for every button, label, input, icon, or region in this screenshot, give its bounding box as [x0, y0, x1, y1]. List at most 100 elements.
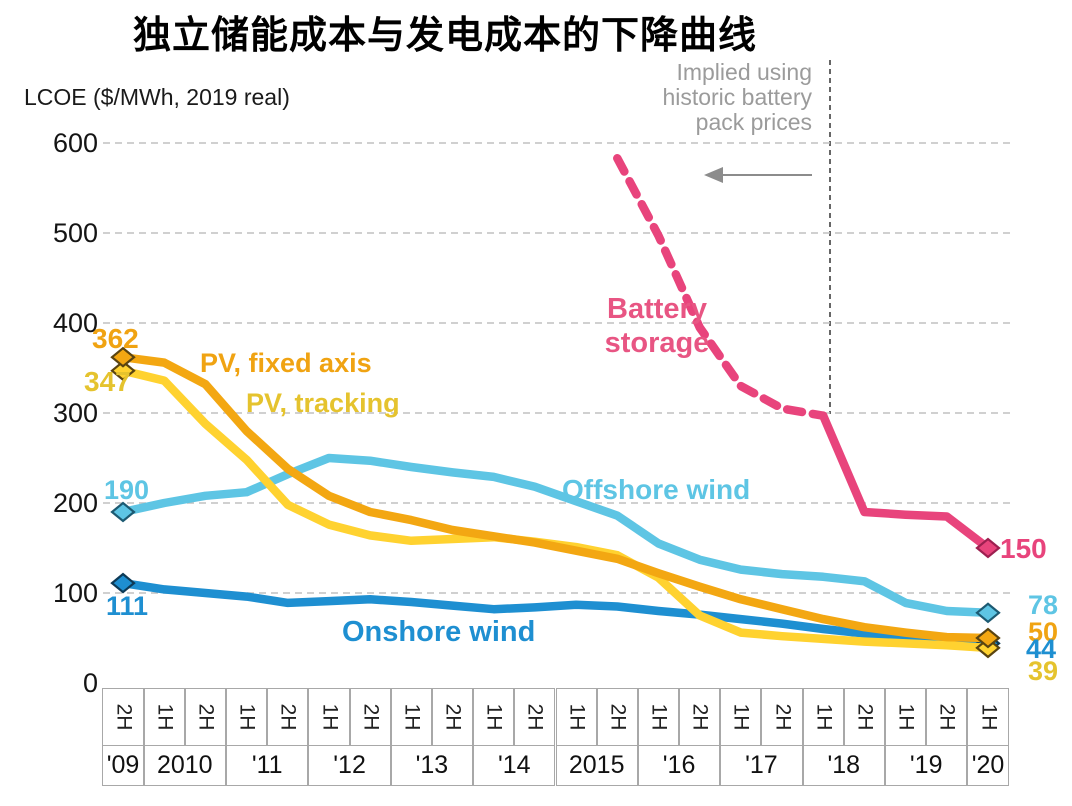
- x-axis-period-cell: 1H: [720, 688, 762, 746]
- x-axis-year-cell: '17: [720, 745, 803, 786]
- end-value-pv-fixed: 50: [1028, 617, 1059, 647]
- line-pv-fixed: [118, 352, 993, 643]
- x-axis-period-label: 1H: [482, 703, 506, 731]
- x-axis-period-cell: 2H: [926, 688, 968, 746]
- x-axis-year-cell: '11: [226, 745, 309, 786]
- x-axis-period-cell: 1H: [308, 688, 350, 746]
- series-label-onshore-wind: Onshore wind: [342, 616, 536, 648]
- y-tick-600: 600: [52, 128, 98, 158]
- annotation-line-2: historic battery: [662, 84, 812, 110]
- x-axis-period-cell: 2H: [514, 688, 556, 746]
- x-axis-period-label: 2H: [853, 703, 877, 731]
- x-axis-period-label: 1H: [400, 703, 424, 731]
- y-tick-400: 400: [52, 308, 98, 338]
- x-axis-period-cell: 1H: [802, 688, 844, 746]
- x-axis-period-label: 1H: [812, 703, 836, 731]
- x-axis-year-cell: '20: [967, 745, 1009, 786]
- annotation-line-1: Implied using: [676, 59, 812, 85]
- start-value-pv-tracking: 347: [84, 366, 131, 397]
- line-battery-storage: [818, 411, 993, 553]
- y-tick-0: 0: [82, 668, 98, 698]
- x-axis-period-cell: 2H: [761, 688, 803, 746]
- end-value-onshore-wind: 44: [1026, 634, 1057, 664]
- x-axis-period-cell: 2H: [267, 688, 309, 746]
- page-title: 独立储能成本与发电成本的下降曲线: [132, 15, 757, 57]
- x-axis-period-cell: 1H: [555, 688, 597, 746]
- x-axis-year-cell: '09: [102, 745, 144, 786]
- start-marker-onshore-wind: [110, 572, 136, 594]
- end-marker-battery-storage: [975, 537, 1001, 559]
- end-value-battery-storage: 150: [1000, 533, 1047, 564]
- x-axis-period-label: 2H: [523, 703, 547, 731]
- x-axis-period-cell: 2H: [184, 688, 226, 746]
- x-axis-period-cell: 1H: [390, 688, 432, 746]
- x-axis-period-cell: 1H: [885, 688, 927, 746]
- x-axis-year-cell: '13: [390, 745, 474, 786]
- start-marker-pv-fixed: [110, 346, 136, 368]
- end-value-offshore-wind: 78: [1028, 590, 1059, 620]
- x-axis-year-cell: '12: [308, 745, 391, 786]
- x-axis-period-label: 2H: [606, 703, 630, 731]
- x-axis-period-cell: 2H: [349, 688, 391, 746]
- start-value-pv-fixed: 362: [92, 323, 139, 354]
- x-axis-period-cell: 2H: [679, 688, 721, 746]
- end-marker-offshore-wind: [975, 602, 1001, 624]
- start-value-offshore-wind: 190: [104, 475, 150, 505]
- x-axis-period-cell: 2H: [596, 688, 638, 746]
- line-battery-storage-implied: [613, 154, 828, 420]
- x-axis-period-label: 1H: [235, 703, 259, 731]
- start-marker-pv-tracking: [110, 360, 136, 382]
- x-axis-period-label: 1H: [153, 703, 177, 731]
- line-onshore-wind: [118, 578, 993, 648]
- x-axis-period-label: 1H: [976, 703, 1000, 731]
- x-axis-period-label: 2H: [770, 703, 794, 731]
- x-axis-year-cell: '18: [802, 745, 885, 786]
- x-axis-period-cell: 1H: [967, 688, 1009, 746]
- battery-label-line-2: storage: [604, 327, 710, 359]
- x-axis-year-cell: 2010: [143, 745, 226, 786]
- line-offshore-wind: [118, 453, 993, 618]
- x-axis-period-label: 2H: [111, 703, 135, 731]
- x-axis-period-cell: 1H: [473, 688, 515, 746]
- x-axis-year-cell: '16: [637, 745, 721, 786]
- arrow-left-icon: [704, 167, 812, 183]
- y-tick-300: 300: [52, 398, 98, 428]
- x-axis-period-label: 2H: [194, 703, 218, 731]
- series-label-offshore-wind: Offshore wind: [562, 474, 751, 505]
- x-axis-year-cell: 2015: [555, 745, 638, 786]
- y-axis-title: LCOE ($/MWh, 2019 real): [24, 84, 290, 110]
- x-axis-year-cell: '14: [473, 745, 556, 786]
- x-axis-period-label: 2H: [441, 703, 465, 731]
- y-tick-500: 500: [52, 218, 98, 248]
- start-value-onshore-wind: 111: [106, 591, 149, 621]
- x-axis-period-label: 1H: [894, 703, 918, 731]
- battery-label-line-1: Battery: [607, 293, 707, 325]
- series-label-pv-tracking: PV, tracking: [246, 388, 400, 418]
- x-axis-period-label: 1H: [647, 703, 671, 731]
- x-axis-period-cell: 1H: [226, 688, 268, 746]
- x-axis-period-cell: 1H: [143, 688, 185, 746]
- y-tick-100: 100: [52, 578, 98, 608]
- series-label-pv-fixed: PV, fixed axis: [200, 348, 372, 378]
- x-axis-period-label: 1H: [565, 703, 589, 731]
- series-label-battery-storage: Battery storage: [572, 292, 742, 360]
- x-axis-period-label: 2H: [935, 703, 959, 731]
- x-axis-period-cell: 2H: [102, 688, 144, 746]
- x-axis-period-cell: 2H: [431, 688, 474, 746]
- x-axis-period-label: 2H: [276, 703, 300, 731]
- y-tick-200: 200: [52, 488, 98, 518]
- x-axis-period-label: 1H: [317, 703, 341, 731]
- start-marker-offshore-wind: [110, 501, 136, 523]
- x-axis-period-cell: 1H: [637, 688, 680, 746]
- end-value-pv-tracking: 39: [1028, 656, 1059, 686]
- end-marker-pv-fixed: [975, 627, 1001, 649]
- x-axis-year-cell: '19: [885, 745, 968, 786]
- x-axis-period-label: 2H: [688, 703, 712, 731]
- battery-implied-annotation: Implied using historic battery pack pric…: [540, 60, 812, 135]
- x-axis-period-label: 2H: [359, 703, 383, 731]
- annotation-line-3: pack prices: [695, 109, 812, 135]
- x-axis-period-cell: 2H: [843, 688, 885, 746]
- x-axis-period-label: 1H: [729, 703, 753, 731]
